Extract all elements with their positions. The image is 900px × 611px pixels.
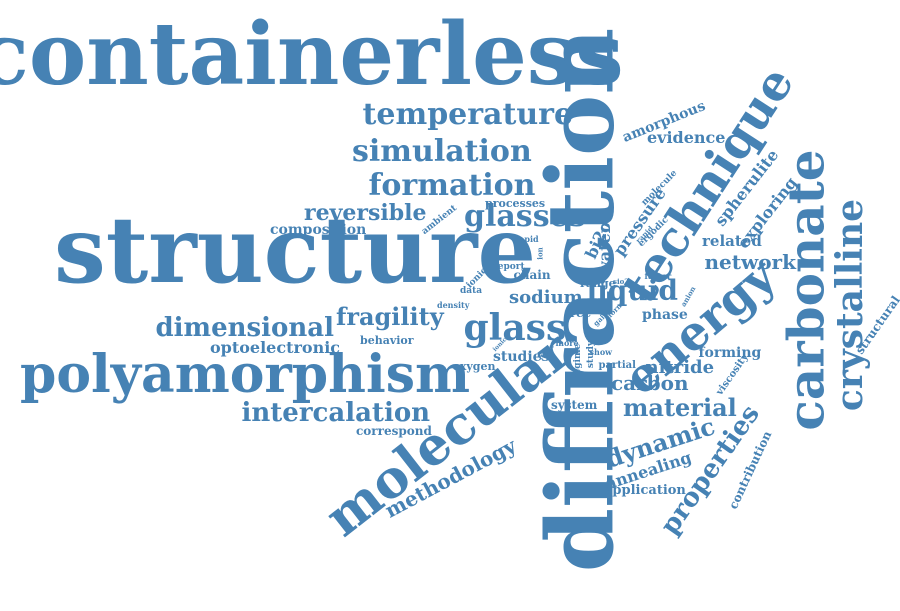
word-density: density [437,300,470,310]
word-partial: partial [598,360,636,371]
word-studies: studies [493,349,550,365]
word-show: show [589,347,613,357]
word-free: free [564,306,592,320]
word-regime: regime [572,343,583,379]
word-temperature: temperature [362,97,574,132]
word-data: data [460,285,483,296]
word-glass: glass [463,307,567,349]
word-dimensional: dimensional [155,313,335,343]
word-behavior: behavior [360,333,414,347]
word-correspond: correspond [356,424,432,438]
word-nitride: nitride [645,357,715,378]
word-phase: phase [642,307,688,323]
word-carbon: carbon [611,371,689,395]
word-formation: formation [368,168,536,203]
word-polyamorphism: polyamorphism [20,344,471,405]
word-containerless: containerless [0,4,624,105]
word-structure: structure [54,196,537,304]
word-fragility: fragility [336,302,444,331]
word-liquid: liquid [586,274,678,307]
word-factor: factor [644,271,672,281]
word-composition: composition [270,222,367,238]
word-forming: forming [698,345,762,361]
word-report: report [493,261,525,272]
word-network: network [704,250,796,274]
word-intercalation: intercalation [241,398,431,428]
word-material: material [623,393,737,422]
word-sio2: sio2 [613,276,630,286]
word-more: more [555,338,579,348]
word-application: application [604,482,686,498]
word-system: system [551,398,598,412]
word-reversible: reversible [304,200,427,226]
word-related: related [702,231,762,250]
word-simulation: simulation [352,134,532,169]
word-rapid: rapid [515,234,539,244]
word-range: range [580,276,616,290]
word-glasses: glasses [464,199,586,234]
word-processes: processes [485,196,546,210]
word-sodium: sodium [509,287,583,308]
word-evidence: evidence [647,128,726,147]
word-crystalline: crystalline [829,198,872,412]
word-oxygen: oxygen [452,359,496,373]
word-optoelectronic: optoelectronic [210,338,341,357]
word-ion: ion [535,246,545,260]
word-chain: chain [513,268,551,282]
